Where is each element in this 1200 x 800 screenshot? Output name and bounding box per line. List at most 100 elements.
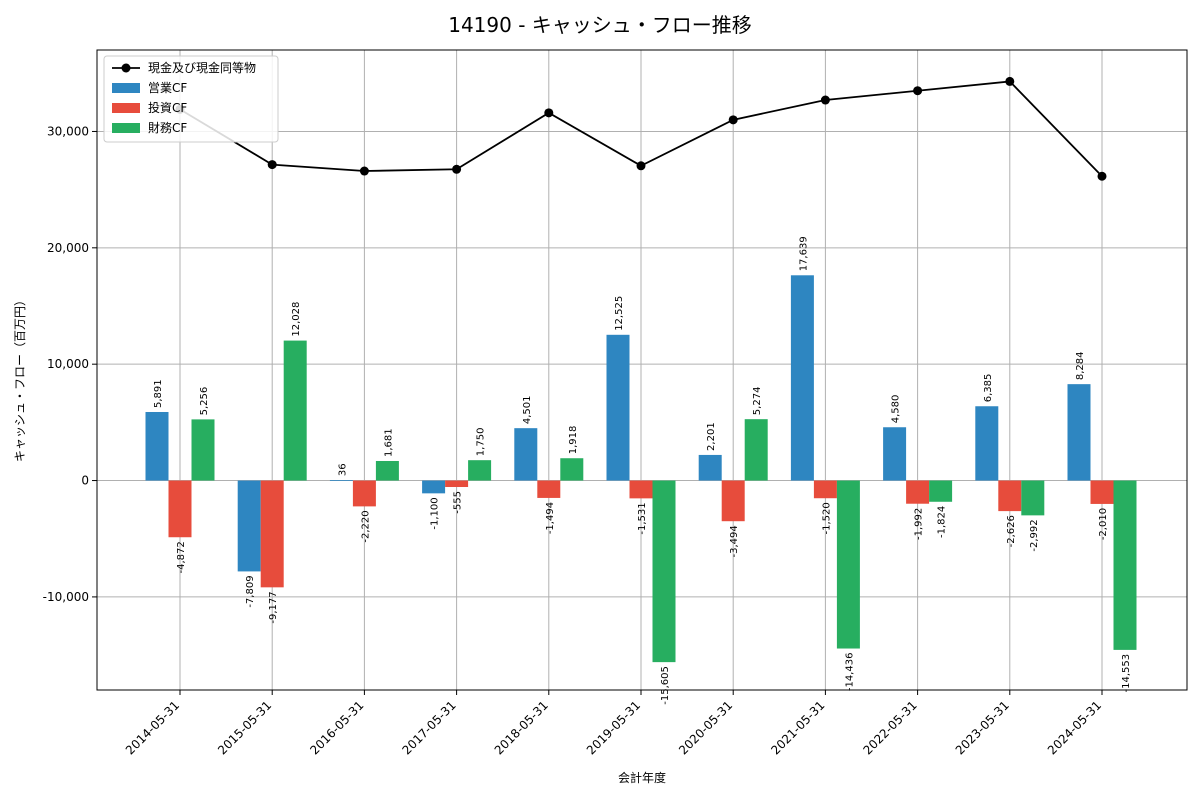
data-label: 36	[337, 463, 348, 476]
bar-operating	[237, 480, 261, 572]
data-label: -2,992	[1029, 519, 1040, 551]
cash-point	[1097, 171, 1107, 181]
bar-financing	[744, 419, 768, 481]
bar-operating	[1067, 384, 1091, 481]
data-labels-layer: 5,891 -7,809 36 -1,100 4,501 12,525 2,201 17,63…	[153, 236, 1132, 704]
bar-investing	[260, 480, 284, 588]
bar-financing	[652, 480, 676, 663]
data-label: -2,626	[1006, 515, 1017, 547]
bar-financing	[191, 419, 215, 481]
data-label: -1,494	[545, 502, 556, 534]
data-label: -15,605	[660, 666, 671, 705]
data-label: -3,494	[729, 525, 740, 557]
bar-investing	[721, 480, 745, 522]
data-label: 2,201	[706, 422, 717, 451]
plot-frame	[96, 49, 1188, 691]
bar-operating	[422, 480, 446, 494]
bar-financing	[375, 460, 399, 481]
bar-financing	[283, 340, 307, 481]
data-label: -2,220	[360, 510, 371, 542]
cash-point	[913, 86, 923, 96]
data-label: 17,639	[798, 236, 809, 271]
x-tick-label: 2017-05-31	[400, 698, 459, 757]
data-label: -2,010	[1098, 508, 1109, 540]
legend-box	[103, 55, 279, 143]
data-label: 1,750	[476, 428, 487, 457]
bar-financing	[560, 458, 584, 481]
bar-financing	[1113, 480, 1137, 650]
bar-investing	[168, 480, 192, 538]
data-label: 12,525	[614, 296, 625, 331]
bar-investing	[537, 480, 561, 498]
bar-operating	[975, 406, 999, 481]
data-label: -4,872	[176, 541, 187, 573]
x-axis-label: 会計年度	[618, 770, 666, 785]
bar-operating	[606, 334, 630, 481]
data-label: -555	[453, 491, 464, 514]
cash-point	[820, 95, 830, 105]
data-label: -9,177	[268, 591, 279, 623]
cash-point	[359, 166, 369, 176]
data-label: -1,100	[430, 497, 441, 529]
bar-operating	[698, 454, 722, 481]
y-tick-label: 10,000	[47, 357, 89, 371]
cash-point	[267, 160, 277, 170]
y-tick-label: 30,000	[47, 124, 89, 138]
bar-investing	[813, 480, 837, 499]
data-label: -7,809	[245, 575, 256, 607]
bar-investing	[352, 480, 376, 507]
bar-operating	[790, 275, 814, 481]
cash-point	[636, 161, 646, 171]
cash-point	[1005, 76, 1015, 86]
legend-label: 営業CF	[148, 81, 187, 95]
x-tick-label: 2024-05-31	[1045, 698, 1104, 757]
x-tick-label: 2014-05-31	[123, 698, 182, 757]
data-label: 1,681	[383, 428, 394, 457]
data-label: 5,256	[199, 387, 210, 416]
data-label: 4,501	[522, 396, 533, 425]
bar-financing	[1021, 480, 1045, 516]
x-tick-label: 2021-05-31	[768, 698, 827, 757]
chart-title: 14190 - キャッシュ・フロー推移	[448, 13, 752, 37]
bar-operating	[329, 480, 353, 481]
legend-marker	[121, 63, 131, 73]
data-label: 1,918	[568, 426, 579, 455]
bar-investing	[998, 480, 1022, 512]
bar-investing	[1090, 480, 1114, 504]
legend-swatch	[112, 103, 140, 113]
data-label: 12,028	[291, 302, 302, 337]
x-tick-label: 2022-05-31	[861, 698, 920, 757]
legend-label: 投資CF	[148, 100, 187, 115]
x-tick-label: 2020-05-31	[676, 698, 735, 757]
data-label: -14,436	[844, 653, 855, 692]
x-tick-label: 2015-05-31	[215, 698, 274, 757]
bar-investing	[629, 480, 653, 499]
x-tick-label: 2023-05-31	[953, 698, 1012, 757]
data-label: 6,385	[983, 374, 994, 403]
legend-label: 財務CF	[148, 120, 187, 135]
y-tick-label: 20,000	[47, 241, 89, 255]
legend-swatch	[112, 83, 140, 93]
y-axis-label: キャッシュ・フロー（百万円）	[13, 294, 27, 462]
bar-operating	[145, 411, 169, 481]
bar-operating	[514, 428, 538, 481]
bars-layer	[145, 275, 1137, 663]
y-tick-label: 0	[81, 474, 89, 488]
bar-operating	[883, 427, 907, 481]
data-label: 5,891	[153, 379, 164, 408]
legend-swatch	[112, 123, 140, 133]
data-label: 5,274	[752, 387, 763, 416]
data-label: 8,284	[1075, 352, 1086, 381]
data-label: -1,824	[937, 506, 948, 538]
x-tick-label: 2019-05-31	[584, 698, 643, 757]
cash-point	[452, 164, 462, 174]
bar-financing	[836, 480, 860, 649]
grid-layer	[97, 50, 1187, 690]
y-tick-label: -10,000	[43, 590, 89, 604]
bar-financing	[468, 460, 492, 481]
bar-investing	[445, 480, 469, 488]
cash-point	[544, 108, 554, 118]
